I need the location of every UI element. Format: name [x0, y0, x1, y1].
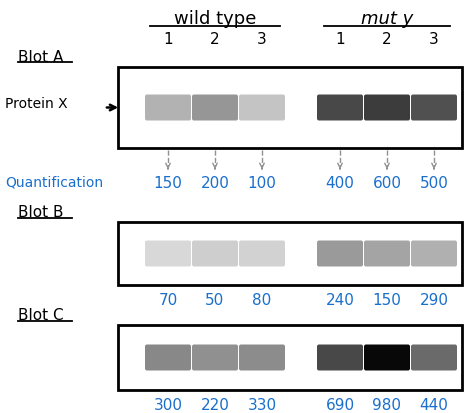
FancyBboxPatch shape	[145, 344, 191, 370]
Text: Quantification: Quantification	[5, 176, 103, 190]
Text: 3: 3	[429, 32, 439, 47]
FancyBboxPatch shape	[239, 95, 285, 121]
Text: 220: 220	[201, 398, 229, 413]
FancyBboxPatch shape	[192, 344, 238, 370]
Text: 50: 50	[205, 293, 225, 308]
Text: 150: 150	[154, 176, 182, 191]
FancyBboxPatch shape	[192, 240, 238, 266]
FancyBboxPatch shape	[364, 95, 410, 121]
Text: Blot B: Blot B	[18, 205, 64, 220]
Text: 1: 1	[163, 32, 173, 47]
Bar	[118, 67, 462, 148]
Text: wild type: wild type	[174, 10, 256, 28]
FancyBboxPatch shape	[317, 344, 363, 370]
Text: mut y: mut y	[361, 10, 413, 28]
Text: 980: 980	[373, 398, 401, 413]
FancyBboxPatch shape	[145, 95, 191, 121]
Text: 2: 2	[382, 32, 392, 47]
Text: 500: 500	[419, 176, 448, 191]
Text: 2: 2	[210, 32, 220, 47]
FancyBboxPatch shape	[411, 95, 457, 121]
FancyBboxPatch shape	[364, 344, 410, 370]
Text: 440: 440	[419, 398, 448, 413]
Text: 330: 330	[247, 398, 276, 413]
Text: 100: 100	[247, 176, 276, 191]
Text: 200: 200	[201, 176, 229, 191]
Text: Blot C: Blot C	[18, 308, 64, 323]
Text: 80: 80	[252, 293, 272, 308]
Text: Protein X: Protein X	[5, 97, 68, 112]
FancyBboxPatch shape	[317, 240, 363, 266]
Text: 690: 690	[326, 398, 355, 413]
Bar	[118, 325, 462, 390]
Text: Blot A: Blot A	[18, 50, 64, 65]
Text: 70: 70	[158, 293, 178, 308]
Text: 400: 400	[326, 176, 355, 191]
Text: 290: 290	[419, 293, 448, 308]
Text: 150: 150	[373, 293, 401, 308]
FancyBboxPatch shape	[411, 240, 457, 266]
FancyBboxPatch shape	[192, 95, 238, 121]
Text: 1: 1	[335, 32, 345, 47]
FancyBboxPatch shape	[364, 240, 410, 266]
FancyBboxPatch shape	[411, 344, 457, 370]
FancyBboxPatch shape	[317, 95, 363, 121]
FancyBboxPatch shape	[239, 344, 285, 370]
Bar	[118, 222, 462, 285]
Text: 240: 240	[326, 293, 355, 308]
Text: 3: 3	[257, 32, 267, 47]
FancyBboxPatch shape	[145, 240, 191, 266]
FancyBboxPatch shape	[239, 240, 285, 266]
Text: 300: 300	[154, 398, 182, 413]
Text: 600: 600	[373, 176, 401, 191]
